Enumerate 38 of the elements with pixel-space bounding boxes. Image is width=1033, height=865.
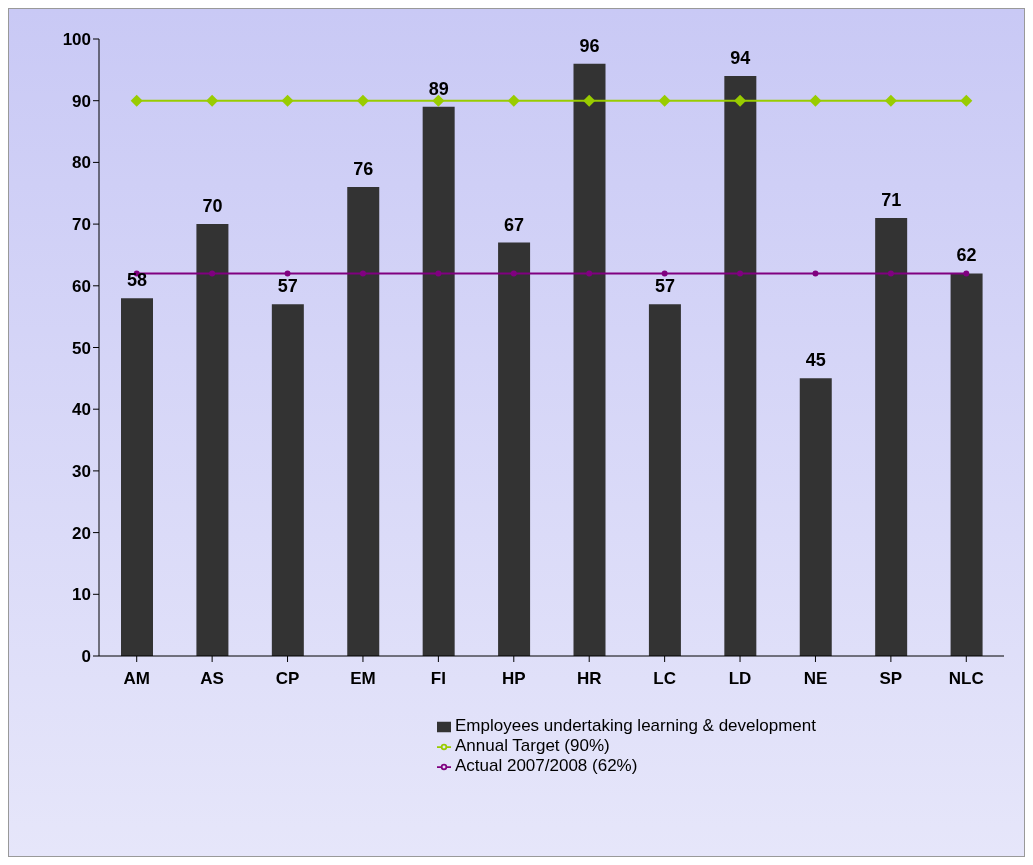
y-tick-label: 30 [72,461,91,481]
x-tick-label: HP [501,669,526,689]
data-label: 58 [126,270,148,291]
y-tick-label: 50 [72,338,91,358]
y-tick-label: 10 [72,585,91,605]
data-label: 76 [353,159,374,180]
y-tick-label: 70 [72,215,91,235]
x-tick-label: AS [200,669,224,689]
data-label: 57 [277,276,298,297]
data-label: 89 [428,78,449,99]
x-tick-label: CP [275,669,300,689]
data-label: 45 [805,350,826,371]
y-tick-label: 100 [62,30,91,50]
data-label: 96 [579,35,600,56]
data-label: 57 [654,276,675,297]
data-label: 71 [881,189,902,210]
data-label: 94 [730,48,751,69]
x-tick-label: SP [879,669,903,689]
y-tick-label: 60 [72,276,91,296]
y-tick-label: 40 [72,400,91,420]
x-tick-label: LD [728,669,752,689]
x-tick-label: HR [576,669,602,689]
data-label: 62 [956,245,977,266]
legend-label: Employees undertaking learning & development [454,716,816,735]
y-tick-label: 80 [72,153,91,173]
data-label: 67 [504,214,525,235]
data-label: 70 [202,196,223,217]
x-tick-label: FI [430,669,446,689]
x-tick-label: LC [653,669,676,689]
y-tick-label: 0 [81,647,91,667]
y-tick-label: 20 [72,523,91,543]
x-tick-label: EM [350,669,376,689]
x-tick-label: NLC [948,669,984,689]
x-tick-label: NE [803,669,828,689]
y-tick-label: 90 [72,91,91,111]
legend-label: Annual Target (90%) [454,736,610,755]
legend-label: Actual 2007/2008 (62%) [454,756,638,775]
x-tick-label: AM [123,669,150,689]
